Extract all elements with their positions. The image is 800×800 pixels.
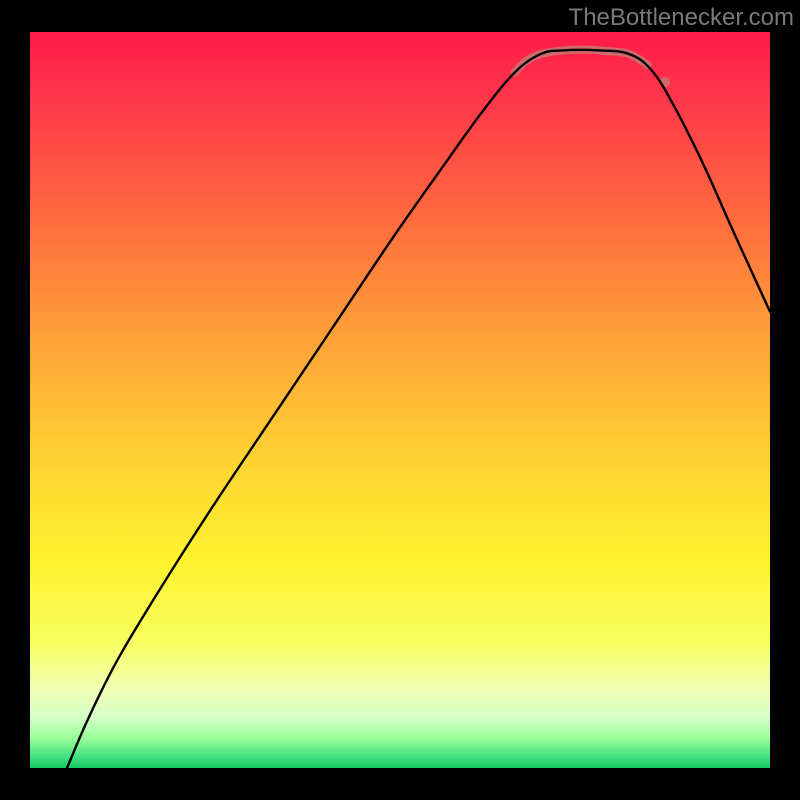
chart-curve-layer — [30, 32, 770, 768]
watermark-text: TheBottlenecker.com — [569, 4, 794, 32]
plot-area — [30, 32, 770, 768]
main-curve — [67, 50, 770, 768]
